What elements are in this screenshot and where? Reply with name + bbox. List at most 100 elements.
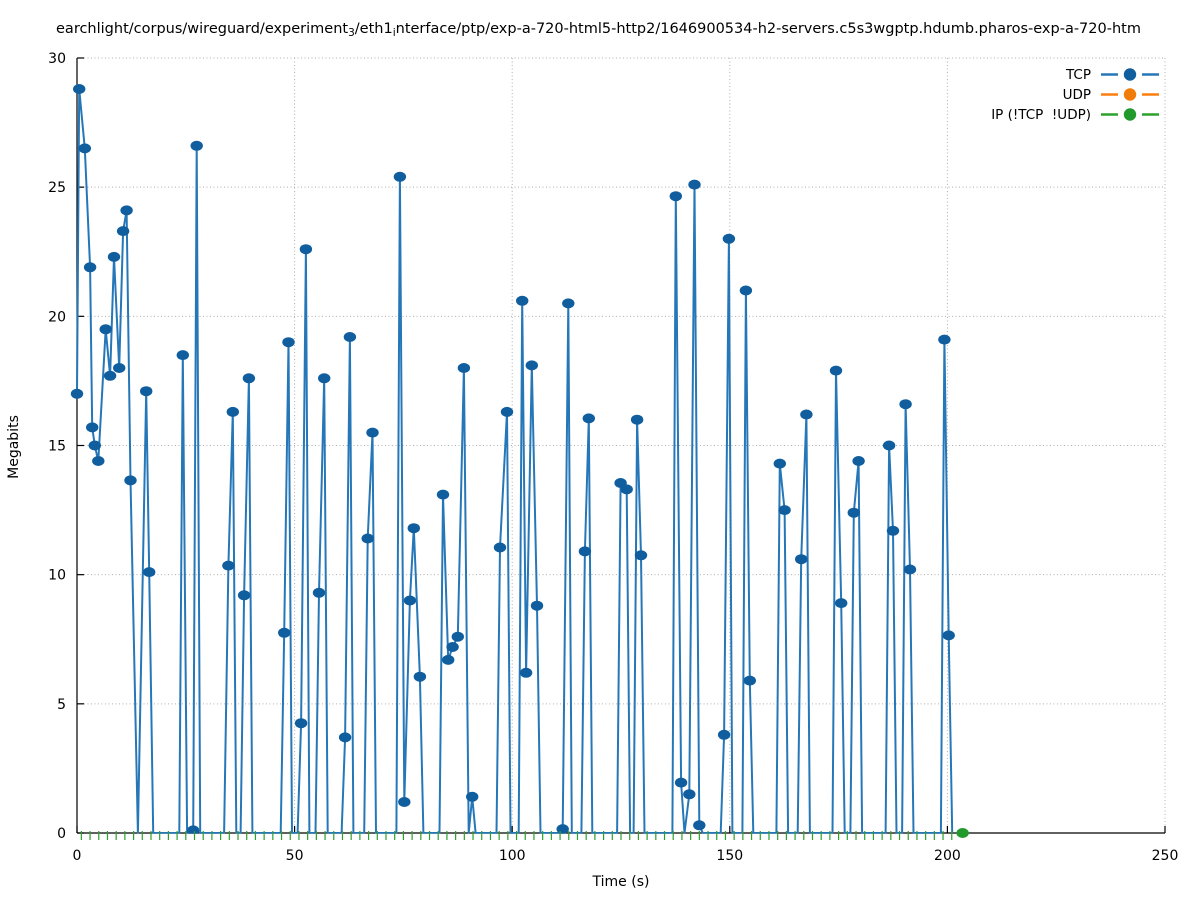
- tcp-data-point: [500, 406, 514, 417]
- tcp-data-point: [852, 456, 865, 466]
- title-segment: earchlight/corpus/wireguard/experiment: [56, 21, 349, 37]
- tcp-data-point: [530, 600, 544, 611]
- legend-item-udp: UDP: [1063, 85, 1161, 104]
- tcp-data-point: [442, 654, 455, 665]
- tcp-data-point: [446, 642, 459, 652]
- tcp-data-point: [407, 523, 420, 534]
- legend-label: UDP: [1062, 86, 1091, 103]
- y-tick-label: 0: [57, 826, 66, 842]
- title-segment: nterface/ptp/exp-a-720-html5-http2/16469…: [395, 21, 1141, 37]
- y-axis-label: Megabits: [6, 415, 22, 479]
- tcp-data-point: [903, 564, 917, 575]
- tcp-data-point: [717, 729, 731, 740]
- tcp-data-point: [92, 456, 105, 466]
- y-tick-label: 30: [48, 51, 66, 67]
- tcp-data-point: [222, 560, 235, 571]
- title-subscript-segment: i: [392, 26, 396, 39]
- tcp-data-point: [800, 409, 813, 420]
- tcp-data-point: [190, 140, 203, 151]
- legend-point-marker: [1123, 68, 1137, 81]
- x-tick-label: 200: [934, 848, 961, 864]
- legend: TCP UDP IP (!TCP !UDP): [991, 65, 1161, 124]
- tcp-data-point: [282, 337, 295, 348]
- tcp-data-point: [466, 791, 479, 802]
- tcp-data-point: [630, 414, 644, 425]
- y-tick-label: 10: [48, 568, 66, 584]
- legend-sample: [1101, 108, 1159, 121]
- legend-sample: [1101, 88, 1159, 101]
- tcp-data-point: [773, 458, 786, 469]
- tcp-data-point: [722, 233, 736, 244]
- x-tick-label: 150: [716, 848, 743, 864]
- tcp-data-point: [366, 427, 379, 438]
- tcp-data-point: [103, 370, 117, 381]
- tcp-data-point: [516, 295, 529, 306]
- tcp-data-point: [143, 567, 156, 578]
- y-tick-label: 25: [48, 180, 66, 196]
- tcp-data-point: [451, 631, 464, 642]
- tcp-data-point: [113, 363, 126, 373]
- tcp-data-point: [493, 542, 507, 553]
- tcp-data-point: [294, 718, 308, 729]
- title-subscript-segment: 3: [348, 26, 355, 39]
- tcp-data-point: [299, 244, 313, 255]
- tcp-data-point: [795, 554, 808, 565]
- tcp-data-point: [318, 373, 331, 384]
- legend-label: IP (!TCP !UDP): [991, 106, 1091, 123]
- tcp-data-point: [829, 365, 843, 376]
- tcp-data-point: [398, 797, 411, 807]
- tcp-data-point: [436, 489, 450, 500]
- tcp-data-point: [237, 590, 251, 601]
- tcp-data-point: [99, 324, 112, 335]
- tcp-data-point: [835, 598, 848, 609]
- tcp-data-point: [176, 350, 189, 361]
- tcp-data-point: [739, 285, 753, 296]
- tcp-data-point: [73, 84, 86, 94]
- tcp-data-point: [83, 262, 97, 273]
- tcp-data-point: [938, 334, 951, 345]
- tcp-data-point: [556, 824, 569, 834]
- x-tick-label: 50: [286, 848, 304, 864]
- tcp-data-point: [562, 298, 575, 309]
- tcp-data-point: [70, 388, 84, 399]
- tcp-data-point: [78, 143, 92, 154]
- legend-sample: [1101, 68, 1159, 81]
- y-tick-label: 5: [57, 697, 66, 713]
- ip -data-point: [956, 828, 969, 838]
- tcp-series-line: [76, 88, 954, 834]
- tcp-data-point: [338, 732, 352, 743]
- x-tick-label: 0: [73, 848, 82, 864]
- tcp-data-point: [683, 789, 696, 800]
- tcp-data-point: [413, 671, 427, 682]
- tcp-data-point: [778, 505, 791, 516]
- tcp-data-point: [674, 777, 688, 788]
- legend-item-ip-tcp-udp: IP (!TCP !UDP): [991, 105, 1161, 124]
- tcp-data-point: [86, 422, 99, 433]
- tcp-data-point: [693, 820, 706, 831]
- tcp-data-point: [312, 587, 326, 598]
- tcp-data-point: [242, 373, 256, 384]
- tcp-data-point: [88, 440, 102, 451]
- tcp-data-point: [525, 360, 538, 371]
- tcp-data-point: [743, 675, 756, 686]
- title-segment: /eth1: [354, 21, 393, 37]
- tcp-data-point: [107, 251, 121, 262]
- tcp-data-point: [124, 475, 137, 486]
- tcp-data-point: [393, 171, 407, 182]
- legend-item-tcp: TCP: [1066, 65, 1161, 84]
- tcp-data-point: [882, 440, 896, 451]
- tcp-data-point: [942, 630, 955, 641]
- tcp-data-point: [688, 179, 701, 190]
- tcp-data-point: [899, 399, 912, 410]
- tcp-data-point: [226, 406, 239, 417]
- y-tick-label: 20: [48, 309, 66, 325]
- legend-point-marker: [1123, 88, 1137, 101]
- tcp-data-point: [578, 546, 592, 557]
- x-axis-label: Time (s): [592, 874, 650, 890]
- tcp-data-point: [669, 191, 682, 202]
- tcp-data-point: [140, 386, 153, 397]
- tcp-data-point: [582, 413, 595, 424]
- legend-label: TCP: [1065, 66, 1091, 83]
